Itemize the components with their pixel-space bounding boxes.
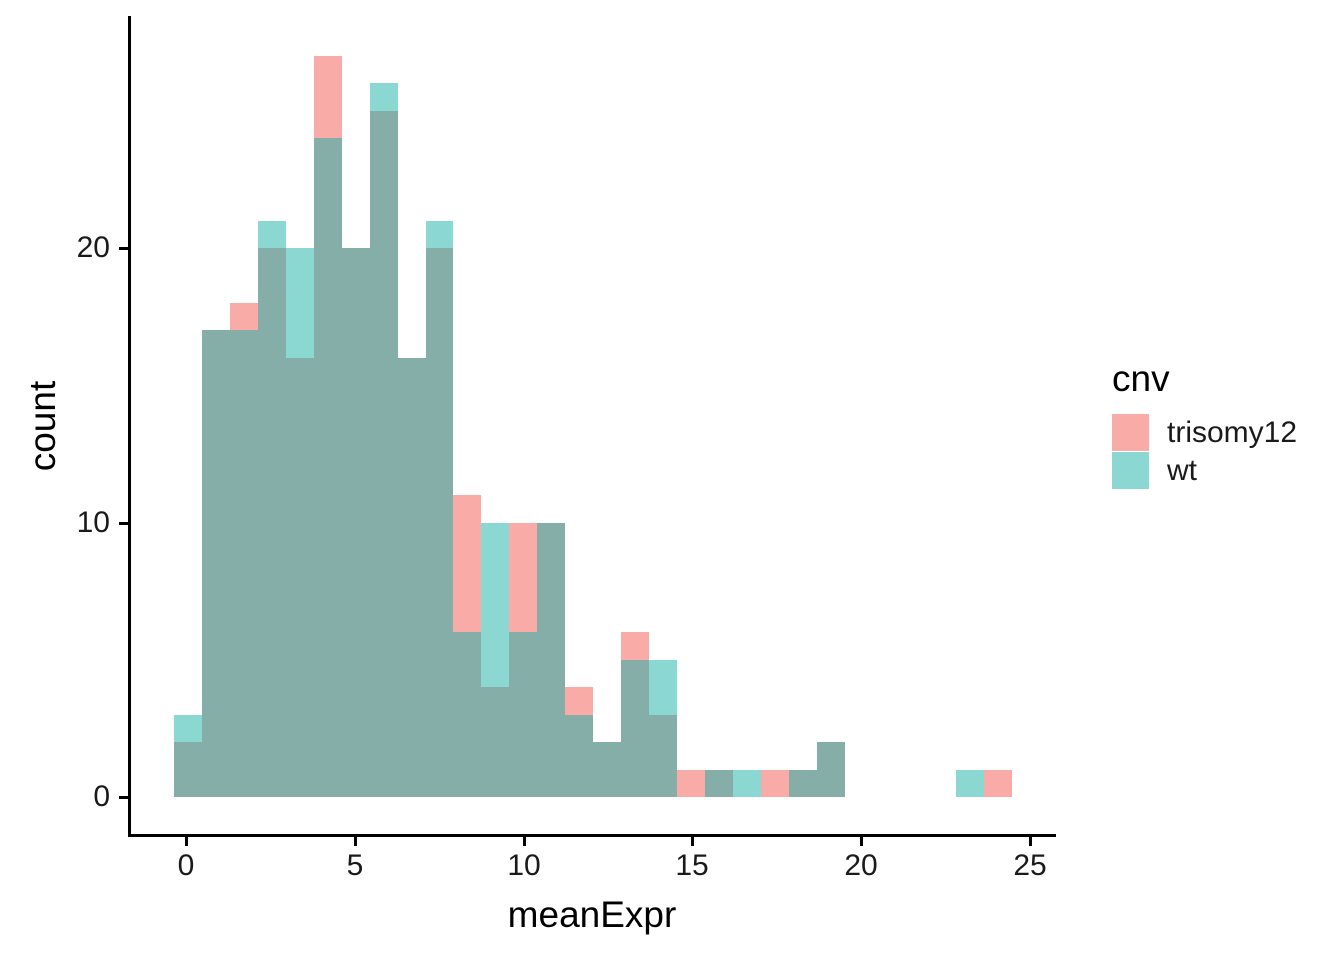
- y-tick-label: 0: [93, 780, 110, 813]
- histogram-bar-overlap: [817, 742, 845, 797]
- histogram-bar-overlap: [789, 770, 817, 797]
- histogram-bar-trisomy12: [761, 770, 789, 797]
- legend-item-trisomy12: trisomy12: [1112, 414, 1297, 451]
- histogram-bar-wt: [956, 770, 984, 797]
- histogram-bar-wt: [481, 523, 509, 687]
- histogram-bar-trisomy12: [509, 523, 537, 632]
- histogram-bar-trisomy12: [565, 687, 593, 715]
- histogram-bar-overlap: [453, 632, 481, 797]
- y-tick-mark: [119, 247, 128, 250]
- histogram-bar-overlap: [481, 687, 509, 797]
- histogram-bar-overlap: [621, 660, 649, 797]
- x-axis-title: meanExpr: [507, 894, 677, 935]
- histogram-bar-overlap: [342, 248, 370, 797]
- x-axis-line: [128, 834, 1056, 837]
- histogram-bar-overlap: [705, 770, 733, 797]
- histogram-bar-overlap: [370, 111, 398, 797]
- x-tick-mark: [860, 837, 863, 846]
- histogram-bar-wt: [426, 221, 453, 248]
- x-tick-label: 5: [346, 849, 364, 882]
- histogram-bar-overlap: [426, 248, 453, 797]
- histogram-bar-trisomy12: [677, 770, 705, 797]
- x-tick-label: 20: [844, 849, 878, 882]
- x-tick-label: 10: [507, 849, 541, 882]
- wt-swatch-icon: [1112, 452, 1149, 489]
- histogram-bar-trisomy12: [621, 632, 649, 660]
- y-tick-mark: [119, 796, 128, 799]
- legend-label-trisomy12: trisomy12: [1167, 415, 1298, 449]
- legend-item-wt: wt: [1112, 452, 1297, 489]
- x-tick-mark: [185, 837, 188, 846]
- x-tick-label: 0: [177, 849, 195, 882]
- histogram-bar-wt: [370, 83, 398, 111]
- y-tick-label: 20: [76, 231, 110, 264]
- histogram-bar-overlap: [509, 632, 537, 797]
- histogram-bar-overlap: [230, 330, 258, 797]
- x-tick-mark: [523, 837, 526, 846]
- legend-title: cnv: [1112, 358, 1170, 399]
- x-tick-mark: [354, 837, 357, 846]
- histogram-bar-overlap: [398, 358, 426, 797]
- histogram-bar-wt: [733, 770, 761, 797]
- histogram-bar-wt: [649, 660, 677, 715]
- histogram-bar-wt: [286, 248, 314, 358]
- histogram-bar-trisomy12: [984, 770, 1012, 797]
- histogram-bar-trisomy12: [453, 495, 481, 632]
- histogram-bar-overlap: [202, 330, 230, 797]
- histogram-bar-overlap: [314, 138, 342, 797]
- y-tick-label: 10: [76, 506, 110, 539]
- x-tick-mark: [1029, 837, 1032, 846]
- histogram-bar-overlap: [286, 358, 314, 797]
- histogram-bar-overlap: [258, 248, 286, 797]
- trisomy12-swatch-icon: [1112, 414, 1149, 451]
- x-tick-label: 25: [1013, 849, 1047, 882]
- histogram-bar-overlap: [649, 715, 677, 797]
- legend-label-wt: wt: [1167, 453, 1197, 487]
- histogram-bar-overlap: [537, 523, 565, 797]
- y-axis-line: [128, 16, 131, 837]
- histogram-bar-overlap: [593, 742, 621, 797]
- x-tick-mark: [691, 837, 694, 846]
- histogram-bar-overlap: [565, 715, 593, 797]
- histogram-bar-wt: [174, 715, 202, 742]
- y-axis-title: count: [22, 380, 63, 472]
- y-tick-mark: [119, 522, 128, 525]
- histogram-bar-trisomy12: [230, 303, 258, 330]
- x-tick-label: 15: [675, 849, 709, 882]
- histogram-bar-wt: [258, 221, 286, 248]
- histogram-bar-overlap: [174, 742, 202, 797]
- legend: cnv trisomy12 wt: [1112, 358, 1297, 490]
- histogram-bar-trisomy12: [314, 56, 342, 138]
